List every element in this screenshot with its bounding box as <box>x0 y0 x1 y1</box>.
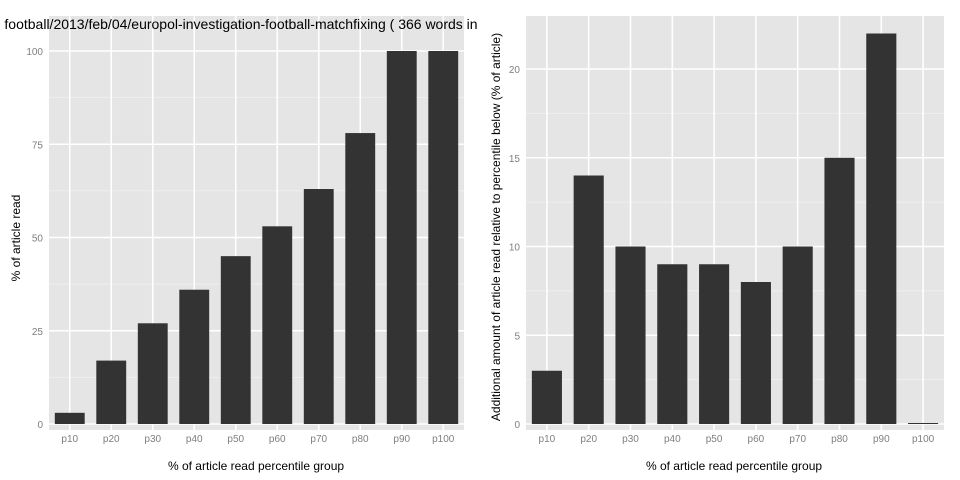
bar-p20 <box>573 175 604 424</box>
x-tick-label: p40 <box>186 434 203 445</box>
y-axis-label: % of article read <box>9 195 23 282</box>
chart-title: football/2013/feb/04/europol-investigati… <box>4 16 477 32</box>
x-axis-label: % of article read percentile group <box>168 459 344 473</box>
bar-p30 <box>137 323 168 424</box>
x-tick-label: p100 <box>912 434 935 445</box>
bar-p90 <box>866 33 897 424</box>
x-tick-label: p50 <box>227 434 244 445</box>
x-tick-label: p90 <box>873 434 890 445</box>
x-tick-label: p60 <box>748 434 765 445</box>
y-tick-label: 5 <box>514 331 520 342</box>
bars <box>531 33 939 424</box>
bar-p10 <box>531 370 562 424</box>
bar-p90 <box>386 51 417 424</box>
x-tick-labels: p10 p20 p30 p40 p50 p60 p70 p80 p90 p100 <box>61 434 454 445</box>
y-tick-label: 20 <box>509 65 521 76</box>
y-tick-label: 75 <box>32 140 44 151</box>
x-tick-label: p80 <box>352 434 369 445</box>
bar-p100 <box>428 51 459 424</box>
y-tick-label: 10 <box>509 243 521 254</box>
y-tick-labels: 0 25 50 75 100 <box>26 47 43 431</box>
bar-p70 <box>303 189 334 424</box>
y-axis-label: Additional amount of article read relati… <box>489 33 503 421</box>
y-tick-label: 15 <box>509 154 521 165</box>
x-tick-label: p70 <box>789 434 806 445</box>
x-tick-label: p10 <box>539 434 556 445</box>
x-tick-label: p20 <box>580 434 597 445</box>
y-tick-label: 25 <box>32 327 44 338</box>
x-tick-label: p10 <box>61 434 78 445</box>
y-tick-label: 50 <box>32 234 44 245</box>
x-tick-label: p20 <box>103 434 120 445</box>
x-tick-label: p80 <box>831 434 848 445</box>
bar-p80 <box>824 157 855 424</box>
bar-p50 <box>220 256 251 424</box>
chart-right: 0 5 10 15 20 p10 p20 p30 p40 p50 p60 p70 p80 p90 p100… <box>489 16 944 473</box>
y-tick-label: 0 <box>514 420 520 431</box>
x-tick-label: p50 <box>706 434 723 445</box>
y-tick-label: 100 <box>26 47 43 58</box>
bar-p20 <box>96 360 127 424</box>
x-tick-label: p90 <box>393 434 410 445</box>
bar-p10 <box>54 412 85 424</box>
x-tick-label: p70 <box>310 434 327 445</box>
bar-p40 <box>657 264 688 424</box>
bar-p40 <box>179 289 210 424</box>
x-axis-label: % of article read percentile group <box>646 459 822 473</box>
x-tick-label: p30 <box>144 434 161 445</box>
y-tick-label: 0 <box>37 420 43 431</box>
bar-p60 <box>262 226 293 424</box>
x-tick-label: p60 <box>269 434 286 445</box>
bar-p70 <box>782 246 813 424</box>
y-tick-labels: 0 5 10 15 20 <box>509 65 521 431</box>
bars <box>54 51 459 424</box>
bar-p50 <box>699 264 730 424</box>
x-tick-label: p30 <box>622 434 639 445</box>
bar-p60 <box>740 282 771 424</box>
bar-p30 <box>615 246 646 424</box>
x-tick-labels: p10 p20 p30 p40 p50 p60 p70 p80 p90 p100 <box>539 434 935 445</box>
bar-p80 <box>345 133 376 424</box>
bar-p100 <box>908 423 939 424</box>
x-tick-label: p100 <box>432 434 455 445</box>
x-tick-label: p40 <box>664 434 681 445</box>
